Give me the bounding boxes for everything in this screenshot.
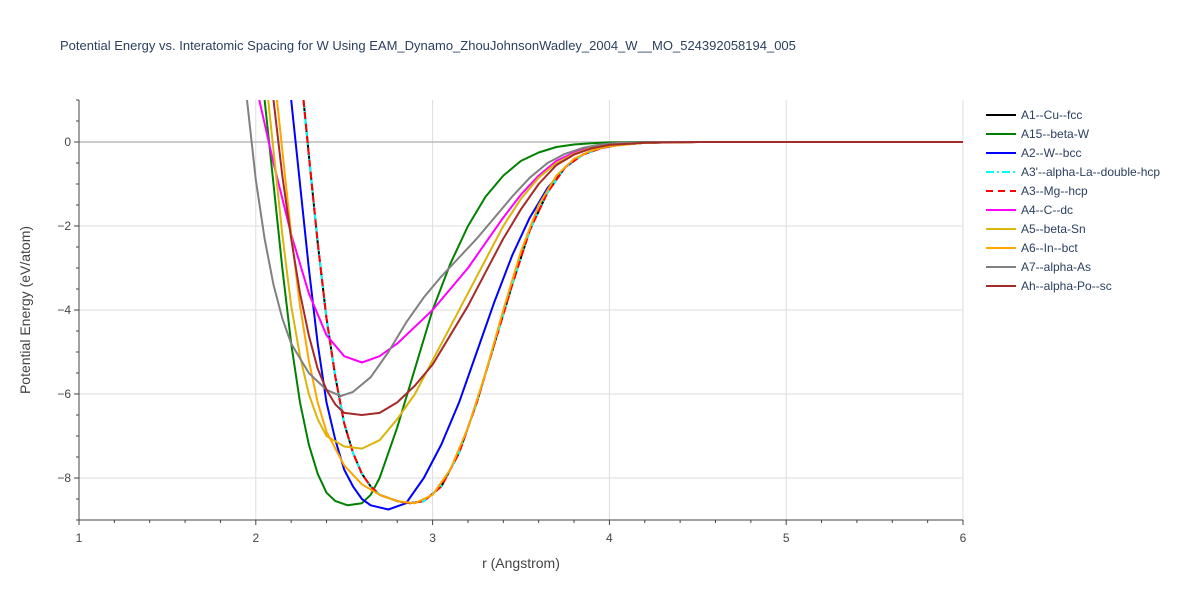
legend-item[interactable]: A2--W--bcc [986, 146, 1081, 160]
series-layer [246, 100, 963, 511]
series-line [290, 100, 963, 511]
y-axis-title: Potential Energy (eV/atom) [17, 226, 33, 394]
legend-label: A4--C--dc [1021, 203, 1073, 217]
x-tick-label: 3 [429, 531, 436, 545]
x-tick-label: 5 [783, 531, 790, 545]
grid-lines [79, 100, 964, 520]
legend-label: Ah--alpha-Po--sc [1021, 279, 1112, 293]
legend-item[interactable]: A15--beta-W [986, 127, 1090, 141]
x-tick-label: 2 [252, 531, 259, 545]
y-tick-label: −4 [57, 303, 71, 317]
series-line [302, 100, 963, 505]
x-axis-title: r (Angstrom) [482, 555, 560, 571]
y-tick-label: −8 [57, 471, 71, 485]
series-line [272, 100, 963, 416]
legend[interactable]: A1--Cu--fcc A15--beta-W A2--W--bcc A3'--alp… [986, 108, 1160, 293]
legend-label: A1--Cu--fcc [1021, 108, 1082, 122]
series-line [276, 100, 963, 505]
legend-label: A5--beta-Sn [1021, 222, 1086, 236]
axes: 1 2 3 4 5 6 0 −2 −4 −6 −8 [57, 99, 967, 545]
series-line [267, 100, 963, 450]
series-line [258, 100, 963, 364]
legend-label: A3--Mg--hcp [1021, 184, 1088, 198]
legend-item[interactable]: A6--In--bct [986, 241, 1078, 255]
legend-item[interactable]: A3--Mg--hcp [986, 184, 1088, 198]
legend-item[interactable]: A3'--alpha-La--double-hcp [986, 165, 1160, 179]
series-line [302, 100, 963, 505]
x-tick-label: 4 [606, 531, 613, 545]
legend-item[interactable]: A1--Cu--fcc [986, 108, 1082, 122]
legend-item[interactable]: A7--alpha-As [986, 260, 1091, 274]
series-line [302, 100, 963, 505]
series-line [246, 100, 963, 398]
y-tick-label: −6 [57, 387, 71, 401]
chart-title: Potential Energy vs. Interatomic Spacing… [60, 38, 796, 53]
x-tick-label: 6 [960, 531, 967, 545]
legend-label: A3'--alpha-La--double-hcp [1021, 165, 1160, 179]
series-line [263, 100, 963, 507]
y-tick-label: −2 [57, 219, 71, 233]
y-tick-label: 0 [64, 135, 71, 149]
legend-item[interactable]: A5--beta-Sn [986, 222, 1086, 236]
legend-label: A6--In--bct [1021, 241, 1078, 255]
x-tick-label: 1 [76, 531, 83, 545]
legend-label: A15--beta-W [1021, 127, 1090, 141]
legend-label: A2--W--bcc [1021, 146, 1081, 160]
legend-item[interactable]: A4--C--dc [986, 203, 1073, 217]
legend-label: A7--alpha-As [1021, 260, 1091, 274]
legend-item[interactable]: Ah--alpha-Po--sc [986, 279, 1112, 293]
